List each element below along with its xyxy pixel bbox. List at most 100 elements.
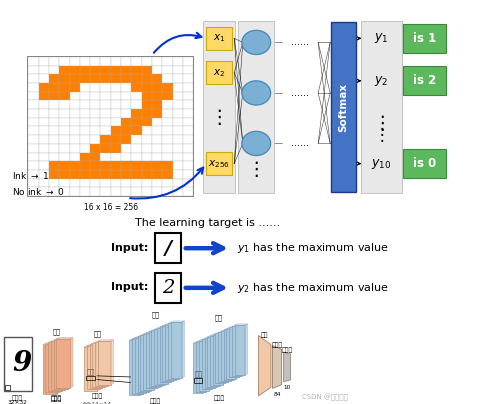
Bar — [143, 334, 154, 389]
Bar — [121, 179, 132, 187]
Bar — [152, 187, 162, 196]
Text: 采样: 采样 — [86, 368, 94, 375]
Bar — [152, 57, 162, 65]
Bar — [80, 135, 90, 144]
Bar — [38, 57, 49, 65]
Bar — [152, 92, 162, 101]
Bar — [142, 161, 152, 170]
Bar — [172, 161, 183, 170]
Bar — [49, 57, 59, 65]
Bar — [80, 179, 90, 187]
Bar — [59, 170, 70, 179]
Bar — [121, 66, 132, 74]
Bar — [142, 66, 152, 74]
Polygon shape — [170, 321, 184, 322]
Bar — [28, 74, 38, 83]
Bar — [90, 66, 101, 74]
Polygon shape — [56, 343, 59, 393]
Text: $y_2$ has the maximum value: $y_2$ has the maximum value — [236, 281, 388, 295]
Text: 连接层: 连接层 — [272, 343, 282, 348]
Bar — [146, 333, 157, 388]
Bar — [28, 83, 38, 92]
Bar — [92, 343, 105, 387]
Polygon shape — [235, 324, 248, 325]
Polygon shape — [148, 335, 152, 392]
Bar — [111, 187, 121, 196]
Polygon shape — [160, 326, 173, 327]
Polygon shape — [157, 327, 171, 328]
Bar — [111, 109, 121, 118]
Bar — [28, 144, 38, 152]
Polygon shape — [132, 338, 146, 339]
FancyBboxPatch shape — [403, 24, 446, 53]
Text: ⋮: ⋮ — [246, 160, 266, 179]
Bar — [235, 325, 244, 375]
Bar — [49, 161, 59, 170]
Bar — [183, 66, 194, 74]
FancyBboxPatch shape — [403, 66, 446, 95]
Bar — [162, 126, 172, 135]
Bar — [100, 126, 111, 135]
Polygon shape — [204, 337, 217, 338]
Polygon shape — [221, 330, 234, 331]
Bar — [154, 329, 165, 385]
Text: ⋮: ⋮ — [372, 114, 392, 133]
Bar — [162, 83, 172, 92]
Bar — [207, 337, 217, 387]
Bar — [111, 66, 121, 74]
Polygon shape — [138, 335, 151, 337]
Bar — [49, 92, 59, 101]
Bar — [49, 126, 59, 135]
Polygon shape — [111, 340, 114, 385]
Polygon shape — [152, 329, 165, 330]
Bar — [56, 339, 70, 388]
Bar — [70, 118, 80, 126]
Bar — [70, 170, 80, 179]
Bar — [183, 74, 194, 83]
Bar — [183, 161, 194, 170]
Bar — [132, 83, 142, 92]
Bar — [210, 336, 220, 386]
Polygon shape — [162, 329, 165, 386]
Bar — [59, 109, 70, 118]
Bar — [165, 324, 176, 380]
Bar — [100, 118, 111, 126]
Bar — [38, 144, 49, 152]
Text: $y_1$ has the maximum value: $y_1$ has the maximum value — [236, 241, 388, 255]
Polygon shape — [212, 338, 214, 389]
Text: 6@14×14: 6@14×14 — [83, 401, 112, 404]
Bar — [38, 118, 49, 126]
Bar — [49, 152, 59, 161]
Polygon shape — [60, 342, 62, 392]
Text: 卷积: 卷积 — [261, 332, 268, 338]
Bar — [132, 118, 142, 126]
Bar — [111, 118, 121, 126]
Text: ......: ...... — [291, 38, 309, 47]
Polygon shape — [226, 328, 239, 329]
Bar — [28, 179, 38, 187]
Bar — [70, 144, 80, 152]
Bar — [48, 342, 62, 391]
Polygon shape — [214, 337, 217, 388]
Bar — [162, 144, 172, 152]
Bar — [42, 345, 56, 393]
Bar — [49, 83, 59, 92]
Bar — [132, 135, 142, 144]
Text: 采样层: 采样层 — [214, 396, 224, 402]
Polygon shape — [174, 324, 176, 381]
Bar — [80, 170, 90, 179]
Polygon shape — [102, 343, 105, 388]
Bar — [59, 101, 70, 109]
Text: 卷积: 卷积 — [152, 312, 160, 318]
Bar — [152, 74, 162, 83]
Bar — [172, 74, 183, 83]
Text: Ink $\rightarrow$ 1: Ink $\rightarrow$ 1 — [12, 170, 50, 181]
Bar — [132, 161, 142, 170]
Polygon shape — [90, 343, 105, 345]
Bar — [80, 83, 90, 92]
Polygon shape — [244, 324, 248, 375]
Bar — [111, 57, 121, 65]
Bar — [142, 101, 152, 109]
Bar — [183, 170, 194, 179]
Polygon shape — [105, 342, 108, 387]
